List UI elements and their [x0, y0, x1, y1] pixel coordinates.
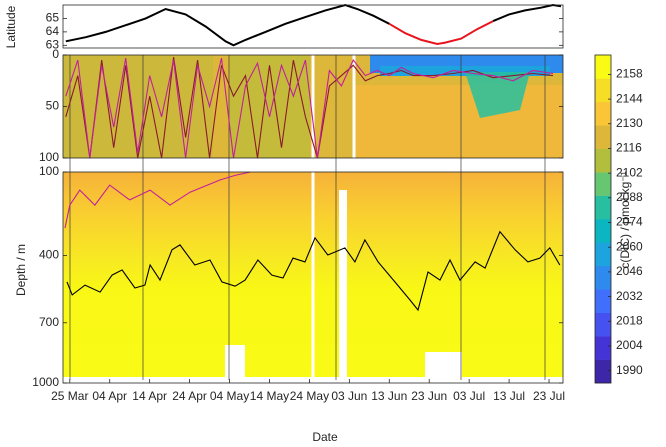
- colorbar-band: [595, 172, 611, 196]
- colorbar-frame: [594, 54, 612, 384]
- y-axis-label: Latitude: [4, 5, 18, 48]
- colorbar-band: [595, 289, 611, 314]
- x-tick-label: 03 Jul: [453, 389, 485, 403]
- colorbar-tick-label: 2046: [616, 264, 643, 278]
- colorbar-tick-label: 2074: [616, 215, 643, 229]
- y-tick-label: 65: [46, 11, 60, 25]
- colorbar-band: [595, 55, 611, 79]
- colorbar-tick-label: 2032: [616, 289, 643, 303]
- x-tick-label: 14 Apr: [132, 389, 167, 403]
- colorbar-tick-label: 2130: [616, 116, 643, 130]
- colorbar-tick-label: 2004: [616, 338, 643, 352]
- colorbar-tick-label: 2088: [616, 190, 643, 204]
- y-tick-label: 100: [39, 164, 59, 178]
- colorbar-band: [595, 265, 611, 290]
- x-tick-label: 13 Jul: [493, 389, 525, 403]
- y-tick-label: 400: [39, 248, 59, 262]
- x-tick-label: 23 Jul: [533, 389, 565, 403]
- colorbar-band: [595, 78, 611, 103]
- x-tick-label: 03 Jun: [331, 389, 367, 403]
- colorbar-band: [595, 219, 611, 243]
- data-line: [66, 230, 561, 312]
- data-line: [65, 57, 554, 159]
- x-tick-label: 24 Apr: [172, 389, 207, 403]
- colorbar-band: [595, 242, 611, 267]
- data-gaps: [311, 55, 356, 383]
- y-tick-label: 64: [46, 24, 60, 38]
- x-tick-label: 04 Apr: [92, 389, 127, 403]
- x-tick-label: 04 May: [210, 389, 249, 403]
- colorbar-tick-label: 2018: [616, 313, 643, 327]
- colorbar-band: [595, 195, 611, 220]
- colorbar-tick-label: 2144: [616, 91, 643, 105]
- x-axis-label: Date: [312, 430, 338, 444]
- colorbar-band: [595, 125, 611, 150]
- colorbar-tick-label: 2158: [616, 67, 643, 81]
- x-tick-label: 13 Jun: [371, 389, 407, 403]
- colorbar-label: c(DIC) / μmol kg⁻¹: [618, 171, 632, 268]
- data-line: [388, 20, 494, 46]
- y-axis-label: Depth / m: [14, 244, 28, 296]
- colorbar-band: [595, 359, 611, 384]
- x-tick-label: 14 May: [250, 389, 289, 403]
- colorbar-band: [595, 148, 611, 173]
- y-tick-label: 1000: [32, 375, 59, 389]
- x-tick-label: 25 Mar: [51, 389, 88, 403]
- x-tick-label: 24 May: [290, 389, 329, 403]
- x-tick-label: 23 Jun: [411, 389, 447, 403]
- y-tick-label: 0: [52, 47, 59, 61]
- y-tick-label: 50: [46, 99, 60, 113]
- colorbar-tick-label: 2116: [616, 141, 642, 155]
- colorbar-tick-label: 2102: [616, 165, 643, 179]
- colorbar-band: [595, 101, 611, 126]
- colorbar-band: [595, 336, 611, 360]
- axes-frame: [62, 171, 564, 384]
- y-tick-label: 700: [39, 315, 59, 329]
- data-line: [64, 171, 251, 229]
- profile-markers: [69, 55, 546, 380]
- axes-frame: [62, 4, 564, 49]
- colorbar-tick-label: 2060: [616, 239, 643, 253]
- y-tick-label: 63: [46, 37, 60, 51]
- y-tick-label: 100: [39, 150, 59, 164]
- colorbar-band: [595, 312, 611, 337]
- colorbar-tick-label: 1990: [616, 363, 643, 377]
